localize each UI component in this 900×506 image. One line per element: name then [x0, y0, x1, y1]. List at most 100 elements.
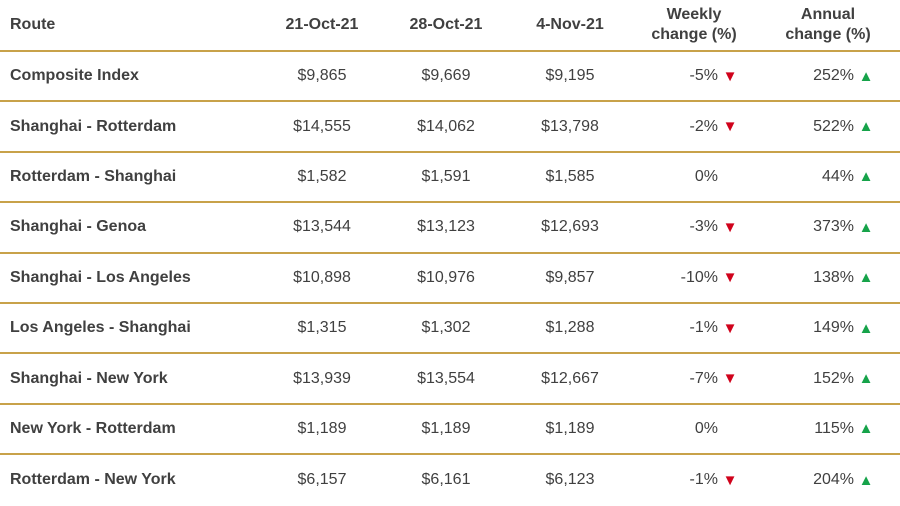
rate-21-oct-21: $1,315: [297, 319, 347, 337]
rate-4-nov-21: $1,585: [545, 167, 595, 185]
rate-21-oct-21: $10,898: [293, 268, 351, 286]
table-row: Shanghai - Genoa $13,544 $13,123 $12,693 -3%…: [0, 203, 900, 254]
rate-28-oct-21: $1,189: [421, 419, 471, 437]
table-row: Rotterdam - New York $6,157 $6,161 $6,123 -1…: [0, 455, 900, 505]
annual-change-value: 373%: [813, 218, 854, 236]
annual-change-value: 138%: [813, 268, 854, 286]
annual-change-value: 204%: [813, 471, 854, 489]
weekly-change-value: -7%: [689, 369, 718, 387]
route-name: New York - Rotterdam: [10, 419, 176, 437]
annual-change-value: 522%: [813, 117, 854, 135]
rate-21-oct-21: $1,582: [297, 167, 347, 185]
triangle-down-icon: ▼: [722, 218, 738, 236]
weekly-change-cell: -7% ▼: [632, 354, 740, 402]
route-name: Shanghai - Rotterdam: [10, 117, 177, 135]
route-name: Shanghai - Los Angeles: [10, 268, 191, 286]
rate-4-nov-21: $12,667: [541, 369, 599, 387]
header-annual: Annual change (%): [766, 0, 890, 50]
annual-change-value: 252%: [813, 67, 854, 85]
header-date-3: 4-Nov-21: [536, 16, 604, 33]
triangle-up-icon: ▲: [858, 319, 874, 337]
header-route: Route: [10, 16, 56, 33]
rate-4-nov-21: $12,693: [541, 218, 599, 236]
weekly-change-value: -1%: [689, 319, 718, 337]
triangle-up-icon: ▲: [858, 420, 874, 438]
header-date-1: 21-Oct-21: [285, 16, 359, 33]
weekly-change-value: -2%: [689, 117, 718, 135]
weekly-change-value: 0%: [694, 419, 718, 437]
arrow-placeholder: ▼: [720, 168, 740, 185]
rate-21-oct-21: $14,555: [293, 117, 351, 135]
weekly-change-cell: 0%▼: [632, 153, 740, 201]
rate-28-oct-21: $1,591: [421, 167, 471, 185]
table-row: Shanghai - Rotterdam $14,555 $14,062 $13,79…: [0, 102, 900, 153]
annual-change-value: 115%: [814, 419, 854, 437]
route-name: Composite Index: [10, 67, 139, 85]
header-weekly-line1: Weekly: [666, 6, 722, 23]
rate-21-oct-21: $9,865: [297, 67, 347, 85]
rate-4-nov-21: $13,798: [541, 117, 599, 135]
annual-change-cell: 522% ▲: [752, 102, 876, 150]
rate-28-oct-21: $1,302: [421, 319, 471, 337]
weekly-change-value: -10%: [680, 268, 718, 286]
triangle-down-icon: ▼: [722, 319, 738, 337]
annual-change-cell: 44% ▲: [752, 153, 876, 201]
header-date-2: 28-Oct-21: [409, 16, 483, 33]
weekly-change-cell: -10% ▼: [632, 254, 740, 302]
annual-change-cell: 115% ▲: [752, 405, 876, 453]
rate-28-oct-21: $14,062: [417, 117, 475, 135]
rate-4-nov-21: $6,123: [545, 471, 595, 489]
header-annual-line1: Annual: [800, 6, 856, 23]
rate-4-nov-21: $9,195: [545, 67, 595, 85]
arrow-placeholder: ▼: [720, 420, 740, 437]
weekly-change-value: 0%: [694, 167, 718, 185]
triangle-up-icon: ▲: [858, 471, 874, 489]
annual-change-cell: 138% ▲: [752, 254, 876, 302]
weekly-change-value: -1%: [689, 471, 718, 489]
table-row: New York - Rotterdam $1,189 $1,189 $1,189 0%…: [0, 405, 900, 456]
table-row: Shanghai - New York $13,939 $13,554 $12,667…: [0, 354, 900, 405]
route-name: Shanghai - Genoa: [10, 218, 147, 236]
rate-21-oct-21: $1,189: [297, 419, 347, 437]
table-row: Shanghai - Los Angeles $10,898 $10,976 $9,8…: [0, 254, 900, 304]
triangle-down-icon: ▼: [722, 269, 738, 287]
weekly-change-value: -5%: [689, 67, 718, 85]
weekly-change-cell: -1% ▼: [632, 455, 740, 505]
annual-change-cell: 252% ▲: [752, 52, 876, 100]
rate-4-nov-21: $1,288: [545, 319, 595, 337]
weekly-change-cell: -2% ▼: [632, 102, 740, 150]
route-name: Shanghai - New York: [10, 369, 168, 387]
rate-28-oct-21: $10,976: [417, 268, 475, 286]
annual-change-value: 152%: [813, 369, 854, 387]
rate-4-nov-21: $9,857: [545, 268, 595, 286]
rate-21-oct-21: $13,544: [293, 218, 351, 236]
triangle-down-icon: ▼: [722, 370, 738, 388]
rate-28-oct-21: $13,123: [417, 218, 475, 236]
rate-21-oct-21: $6,157: [297, 471, 347, 489]
triangle-down-icon: ▼: [722, 471, 738, 489]
annual-change-value: 44%: [821, 167, 854, 185]
rate-21-oct-21: $13,939: [293, 369, 351, 387]
triangle-down-icon: ▼: [722, 67, 738, 85]
weekly-change-cell: -1% ▼: [632, 304, 740, 352]
rate-28-oct-21: $9,669: [421, 67, 471, 85]
triangle-up-icon: ▲: [858, 118, 874, 136]
header-weekly-line2: change (%): [651, 26, 737, 43]
route-name: Rotterdam - New York: [10, 471, 176, 489]
triangle-up-icon: ▲: [858, 370, 874, 388]
annual-change-cell: 152% ▲: [752, 354, 876, 402]
route-name: Rotterdam - Shanghai: [10, 167, 177, 185]
rate-4-nov-21: $1,189: [545, 419, 595, 437]
annual-change-cell: 149% ▲: [752, 304, 876, 352]
annual-change-cell: 373% ▲: [752, 203, 876, 251]
header-annual-line2: change (%): [785, 26, 871, 43]
table-row: Rotterdam - Shanghai $1,582 $1,591 $1,585 0%…: [0, 153, 900, 204]
weekly-change-cell: -5% ▼: [632, 52, 740, 100]
triangle-down-icon: ▼: [722, 118, 738, 136]
triangle-up-icon: ▲: [858, 168, 874, 186]
table-header: Route 21-Oct-21 28-Oct-21 4-Nov-21 Weekl…: [0, 0, 900, 52]
rate-28-oct-21: $6,161: [421, 471, 471, 489]
weekly-change-value: -3%: [689, 218, 718, 236]
annual-change-cell: 204% ▲: [752, 455, 876, 505]
rate-28-oct-21: $13,554: [417, 369, 475, 387]
